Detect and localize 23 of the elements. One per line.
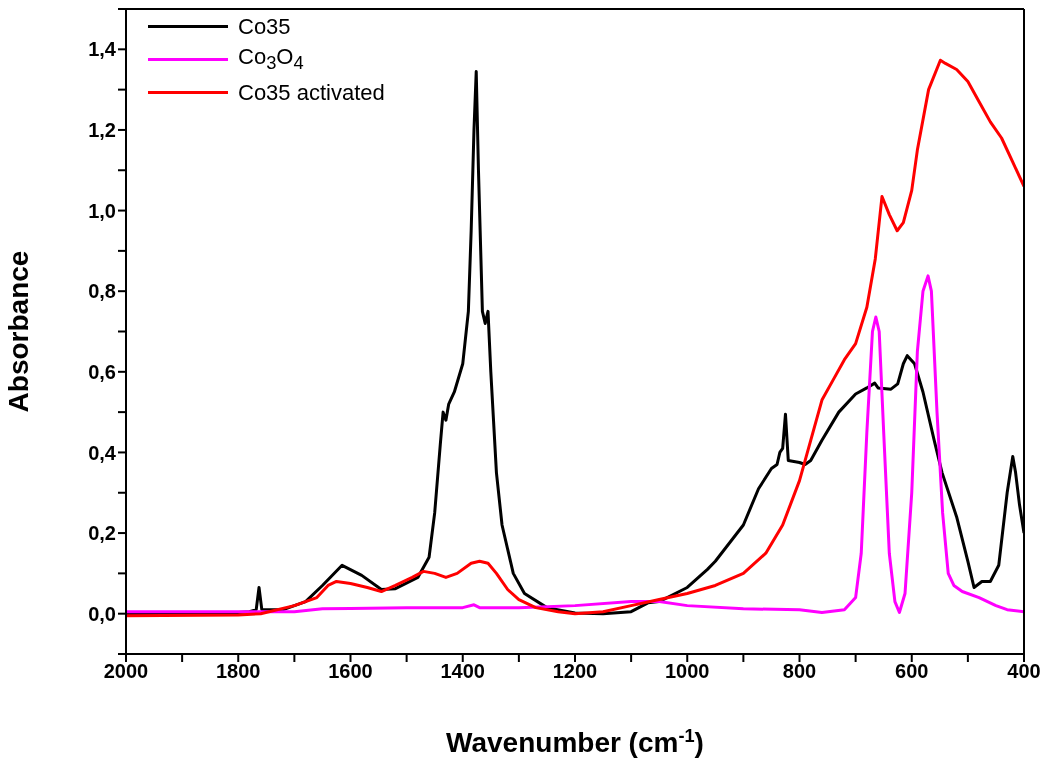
y-tick-label: 0,4 — [88, 441, 117, 464]
x-tick-label: 600 — [895, 660, 929, 683]
y-tick-label: 1,4 — [88, 38, 117, 61]
y-tick-label: 0,6 — [88, 360, 116, 383]
legend-label: Co35 — [238, 13, 291, 40]
x-tick-label: 1600 — [328, 660, 373, 683]
x-tick-label: 1800 — [216, 660, 261, 683]
x-tick-label: 2000 — [103, 660, 149, 683]
x-tick-label: 1200 — [552, 660, 598, 683]
y-axis-title: Absorbance — [3, 250, 34, 413]
x-axis-title: Wavenumber (cm$^{-1}$) — [446, 726, 704, 758]
x-tick-label: 1000 — [665, 660, 710, 683]
x-tick-label: 1400 — [440, 660, 485, 683]
y-tick-label: 0,2 — [88, 522, 116, 545]
legend-label: Co$_{3}$O$_{4}$ — [238, 44, 304, 75]
y-tick-label: 1,0 — [88, 199, 116, 222]
y-tick-label: 0,8 — [88, 280, 116, 303]
y-tick-label: 1,2 — [88, 119, 116, 142]
line-series — [126, 274, 1024, 614]
legend-label: Co35 activated — [238, 79, 385, 106]
x-tick-label: 400 — [1007, 660, 1041, 683]
y-tick-label: 0,0 — [88, 602, 116, 625]
x-tick-label: 800 — [782, 660, 817, 683]
